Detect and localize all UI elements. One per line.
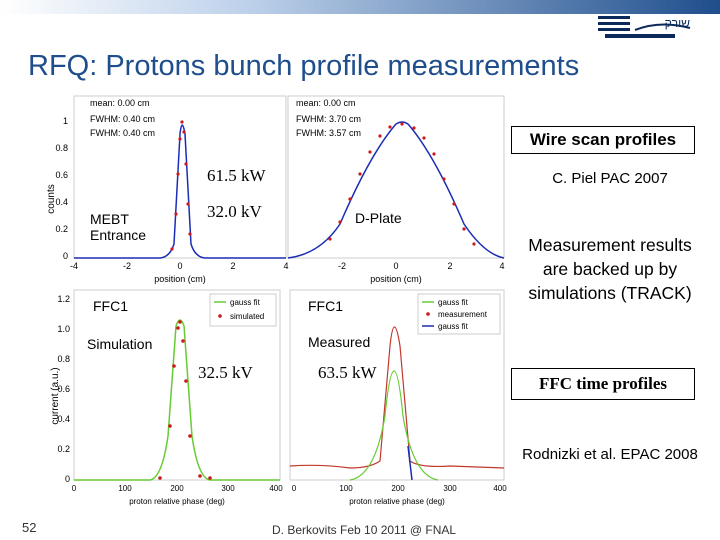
wire-y-tick: 0.8 (55, 143, 68, 153)
wire-y-tick: 0 (63, 251, 68, 261)
wire-y-tick: 0.2 (55, 224, 68, 234)
wire-right-power: 32.0 kV (207, 202, 262, 221)
ffc-left-x-tick: 100 (118, 484, 132, 493)
wire-y-tick: 1 (63, 116, 68, 126)
ffc-right-x-tick: 300 (443, 484, 457, 493)
ffc-right-legend-entry: measurement (438, 310, 488, 319)
ffc-right-legend-entry: gauss fit (438, 298, 469, 307)
ffc-left-title: FFC1 (93, 298, 128, 314)
page-number: 52 (22, 520, 37, 535)
wire-left-x-tick: 2 (230, 261, 235, 271)
ffc-left-legend-entry: gauss fit (230, 298, 261, 307)
wire-y-tick: 0.6 (55, 170, 68, 180)
slide-title: RFQ: Protons bunch profile measurements (28, 50, 580, 82)
wire-right-x-tick: -2 (338, 261, 346, 271)
ffc-y-label: current (a.u.) (50, 367, 61, 424)
wire-left-panel (73, 95, 287, 259)
measurement-note: Measurement results are backed up by sim… (528, 235, 692, 303)
wire-left-x-tick: -4 (70, 261, 78, 271)
wire-right-stat: mean: 0.00 cm (296, 98, 356, 108)
ffc-right-gauss-fit (349, 370, 439, 481)
wire-left-stat: FWHM: 0.40 cm (90, 128, 155, 138)
ffc-left-x-label: proton relative phase (deg) (129, 497, 225, 506)
wire-y-label: counts (46, 184, 57, 213)
soreq-logo-icon (598, 16, 691, 38)
ffc-left-legend-entry: simulated (230, 312, 264, 321)
ffc-y-tick: 1.0 (57, 324, 70, 334)
ffc-left-x-tick: 400 (269, 484, 283, 493)
ffc-left-x-tick: 0 (72, 484, 77, 493)
ffc-y-tick: 0 (65, 474, 70, 484)
ffc-left-points (158, 320, 212, 480)
ffc-left-power: 32.5 kV (198, 363, 253, 382)
ffc-right-legend (417, 293, 501, 335)
wire-scan-plot: counts 0 0.2 0.4 0.6 0.8 1 mean: 0.00 cm… (46, 95, 505, 284)
wire-right-x-tick: 4 (499, 261, 504, 271)
wire-left-stat: mean: 0.00 cm (90, 98, 150, 108)
mebt-entrance-label: MEBT Entrance (90, 211, 147, 243)
footer-text: D. Berkovits Feb 10 2011 @ FNAL (272, 523, 457, 537)
wire-right-points (328, 122, 476, 246)
ffc-left-gauss-fit (74, 319, 280, 481)
wire-right-x-tick: 2 (447, 261, 452, 271)
ffc-right-measured-line (289, 326, 505, 469)
ffc-y-tick: 0.4 (57, 414, 70, 424)
wire-right-x-label: position (cm) (370, 274, 422, 284)
wire-left-x-label: position (cm) (154, 274, 206, 284)
ffc-left-mode: Simulation (87, 336, 153, 352)
ffc-right-x-label: proton relative phase (deg) (349, 497, 445, 506)
ffc-right-x-tick: 0 (292, 484, 297, 493)
ffc-right-x-tick: 200 (391, 484, 405, 493)
ffc-y-tick: 0.6 (57, 384, 70, 394)
wire-left-fit-line (74, 124, 286, 259)
wire-right-fit-line (287, 121, 505, 259)
d-plate-label: D-Plate (355, 210, 402, 226)
ffc-y-tick: 1.2 (57, 294, 70, 304)
ffc-time-profiles-box: FFC time profiles (511, 368, 695, 400)
ffc-left-x-tick: 300 (221, 484, 235, 493)
wire-y-tick: 0.4 (55, 197, 68, 207)
ffc-right-power: 63.5 kW (318, 363, 377, 382)
wire-left-stat: FWHM: 0.40 cm (90, 114, 155, 124)
piel-reference: C. Piel PAC 2007 (552, 170, 668, 187)
ffc-right-legend-entry: gauss fit (438, 322, 469, 331)
wire-left-power: 61.5 kW (207, 166, 266, 185)
ffc-right-mode: Measured (308, 334, 371, 350)
wire-right-stat: FWHM: 3.70 cm (296, 114, 361, 124)
ffc-y-tick: 0.2 (57, 444, 70, 454)
wire-scan-profiles-box: Wire scan profiles (511, 126, 695, 154)
wire-right-x-tick: 0 (393, 261, 398, 271)
ffc-right-x-tick: 400 (493, 484, 507, 493)
header-band: שורק (0, 0, 720, 38)
ffc-plot: current (a.u.) 0 0.2 0.4 0.6 0.8 1.0 1.2… (50, 289, 507, 506)
rodnizki-reference: Rodnizki et al. EPAC 2008 (522, 446, 698, 463)
logo-text: שורק (665, 16, 691, 30)
ffc-right-gauss-fit-blue (407, 445, 413, 481)
ffc-left-x-tick: 200 (170, 484, 184, 493)
ffc-left-legend (209, 293, 277, 327)
wire-left-points (170, 120, 192, 251)
ffc-right-title: FFC1 (308, 298, 343, 314)
wire-left-x-tick: 0 (177, 261, 182, 271)
ffc-y-tick: 0.8 (57, 354, 70, 364)
wire-left-x-tick: 4 (283, 261, 288, 271)
wire-left-x-tick: -2 (123, 261, 131, 271)
ffc-right-x-tick: 100 (339, 484, 353, 493)
wire-right-stat: FWHM: 3.57 cm (296, 128, 361, 138)
